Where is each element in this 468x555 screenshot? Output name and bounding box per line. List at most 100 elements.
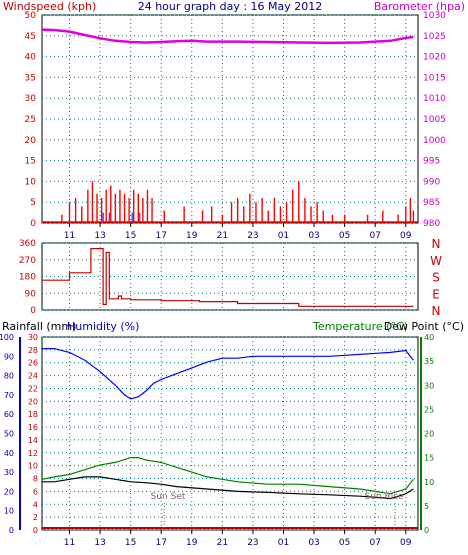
x-tick-label: 13 [94,231,105,241]
temperature-series-line [41,457,414,495]
barometer-tick-label: 1000 [423,136,446,146]
x-tick-label: 23 [247,538,258,548]
rainfall-tick-label: 14 [28,436,38,445]
x-tick-label: 01 [278,231,289,241]
rainfall-tick-label: 24 [28,372,38,381]
humidity-tick-label: 30 [4,468,14,477]
barometer-axis-label: Barometer (hpa) [374,0,465,13]
barometer-series-line [41,28,414,45]
windspeed-tick-label: 45 [25,32,36,42]
barometer-tick-label: 1020 [423,53,446,63]
x-tick-label: 15 [125,538,136,548]
compass-label: N [432,304,441,318]
temperature-tick-label: 30 [424,381,434,390]
rainfall-axis-label: Rainfall (mm) [2,320,76,333]
humidity-tick-label: 40 [4,449,14,458]
x-tick-label: 09 [400,231,412,241]
x-tick-label: 13 [94,538,105,548]
humidity-series-line [42,348,414,400]
rainfall-tick-label: 12 [28,449,38,458]
dewpoint-series-line [42,476,414,500]
dewpoint-axis-label: Dew Point (°C) [384,320,464,333]
humidity-tick-label: 90 [4,352,14,361]
rainfall-tick-label: 2 [33,513,38,522]
data-marks [41,28,418,530]
temperature-tick-label: 25 [424,405,434,414]
x-tick-label: 17 [155,538,166,548]
rainfall-tick-label: 28 [28,346,38,355]
temperature-tick-label: 15 [424,454,434,463]
rainfall-tick-label: 26 [28,359,38,368]
x-tick-label: 19 [186,231,198,241]
x-tick-label: 03 [308,538,319,548]
windspeed-tick-label: 10 [25,177,37,187]
humidity-tick-label: 100 [0,333,14,342]
panel-frame-3 [41,336,419,531]
temperature-tick-label: 10 [424,478,434,487]
sunrise-annotation: Sun Rise [365,492,404,502]
grid-lines [42,14,418,531]
x-tick-label: 15 [125,231,136,241]
rainfall-tick-label: 18 [28,410,38,419]
sunset-annotation: Sun Set [151,492,186,502]
barometer-tick-label: 980 [423,219,440,229]
humidity-tick-label: 60 [4,410,14,419]
barometer-tick-label: 985 [423,198,440,208]
humidity-axis-label: Humidity (%) [67,320,139,333]
windspeed-tick-label: 5 [30,198,36,208]
windspeed-tick-label: 40 [25,53,37,63]
humidity-tick-label: 80 [4,372,14,381]
windspeed-tick-label: 0 [30,219,36,229]
rainfall-tick-label: 22 [28,384,38,393]
direction-series-line [42,248,414,307]
windspeed-axis-label: Windspeed (kph) [3,0,96,13]
compass-label: S [432,271,440,285]
direction-tick-label: 360 [19,239,36,249]
x-tick-label: 01 [278,538,289,548]
humidity-tick-label: 0 [9,526,14,535]
barometer-tick-label: 990 [423,177,440,187]
x-tick-label: 17 [155,231,166,241]
rainfall-tick-label: 6 [33,487,38,496]
barometer-tick-label: 1005 [423,115,446,125]
direction-tick-label: 270 [19,256,36,266]
x-tick-label: 19 [186,538,198,548]
temperature-tick-label: 20 [424,430,434,439]
humidity-tick-label: 20 [4,487,14,496]
barometer-tick-label: 1010 [423,94,446,104]
chart-title: 24 hour graph day : 16 May 2012 [138,0,323,13]
temperature-tick-label: 40 [424,333,434,342]
temperature-axis-label: Temperature (°C) [312,320,408,333]
barometer-tick-label: 1015 [423,73,446,83]
x-tick-label: 03 [308,231,319,241]
barometer-tick-label: 1030 [423,11,446,21]
x-tick-label: 21 [217,231,228,241]
windspeed-tick-label: 35 [25,73,36,83]
windspeed-tick-label: 15 [25,157,36,167]
rainfall-tick-label: 10 [28,462,38,471]
x-tick-label: 07 [369,231,380,241]
humidity-tick-label: 10 [4,507,14,516]
direction-tick-label: 0 [30,306,36,316]
rainfall-tick-label: 30 [28,333,38,342]
temperature-tick-label: 35 [424,357,434,366]
windspeed-tick-label: 25 [25,115,36,125]
rainfall-tick-label: 20 [28,397,38,406]
x-tick-label: 09 [400,538,412,548]
x-tick-label: 23 [247,231,258,241]
compass-label: E [432,287,440,301]
barometer-tick-label: 1025 [423,32,446,42]
x-tick-label: 21 [217,538,228,548]
humidity-tick-label: 50 [4,430,14,439]
rainfall-tick-label: 0 [33,526,38,535]
direction-tick-label: 180 [19,273,36,283]
x-tick-label: 05 [339,538,350,548]
rainfall-tick-label: 8 [33,475,38,484]
rainfall-tick-label: 16 [28,423,38,432]
compass-label: N [432,237,441,251]
x-tick-label: 11 [64,538,75,548]
direction-tick-label: 90 [25,289,37,299]
barometer-tick-label: 995 [423,157,440,167]
rainfall-tick-label: 4 [33,500,38,509]
